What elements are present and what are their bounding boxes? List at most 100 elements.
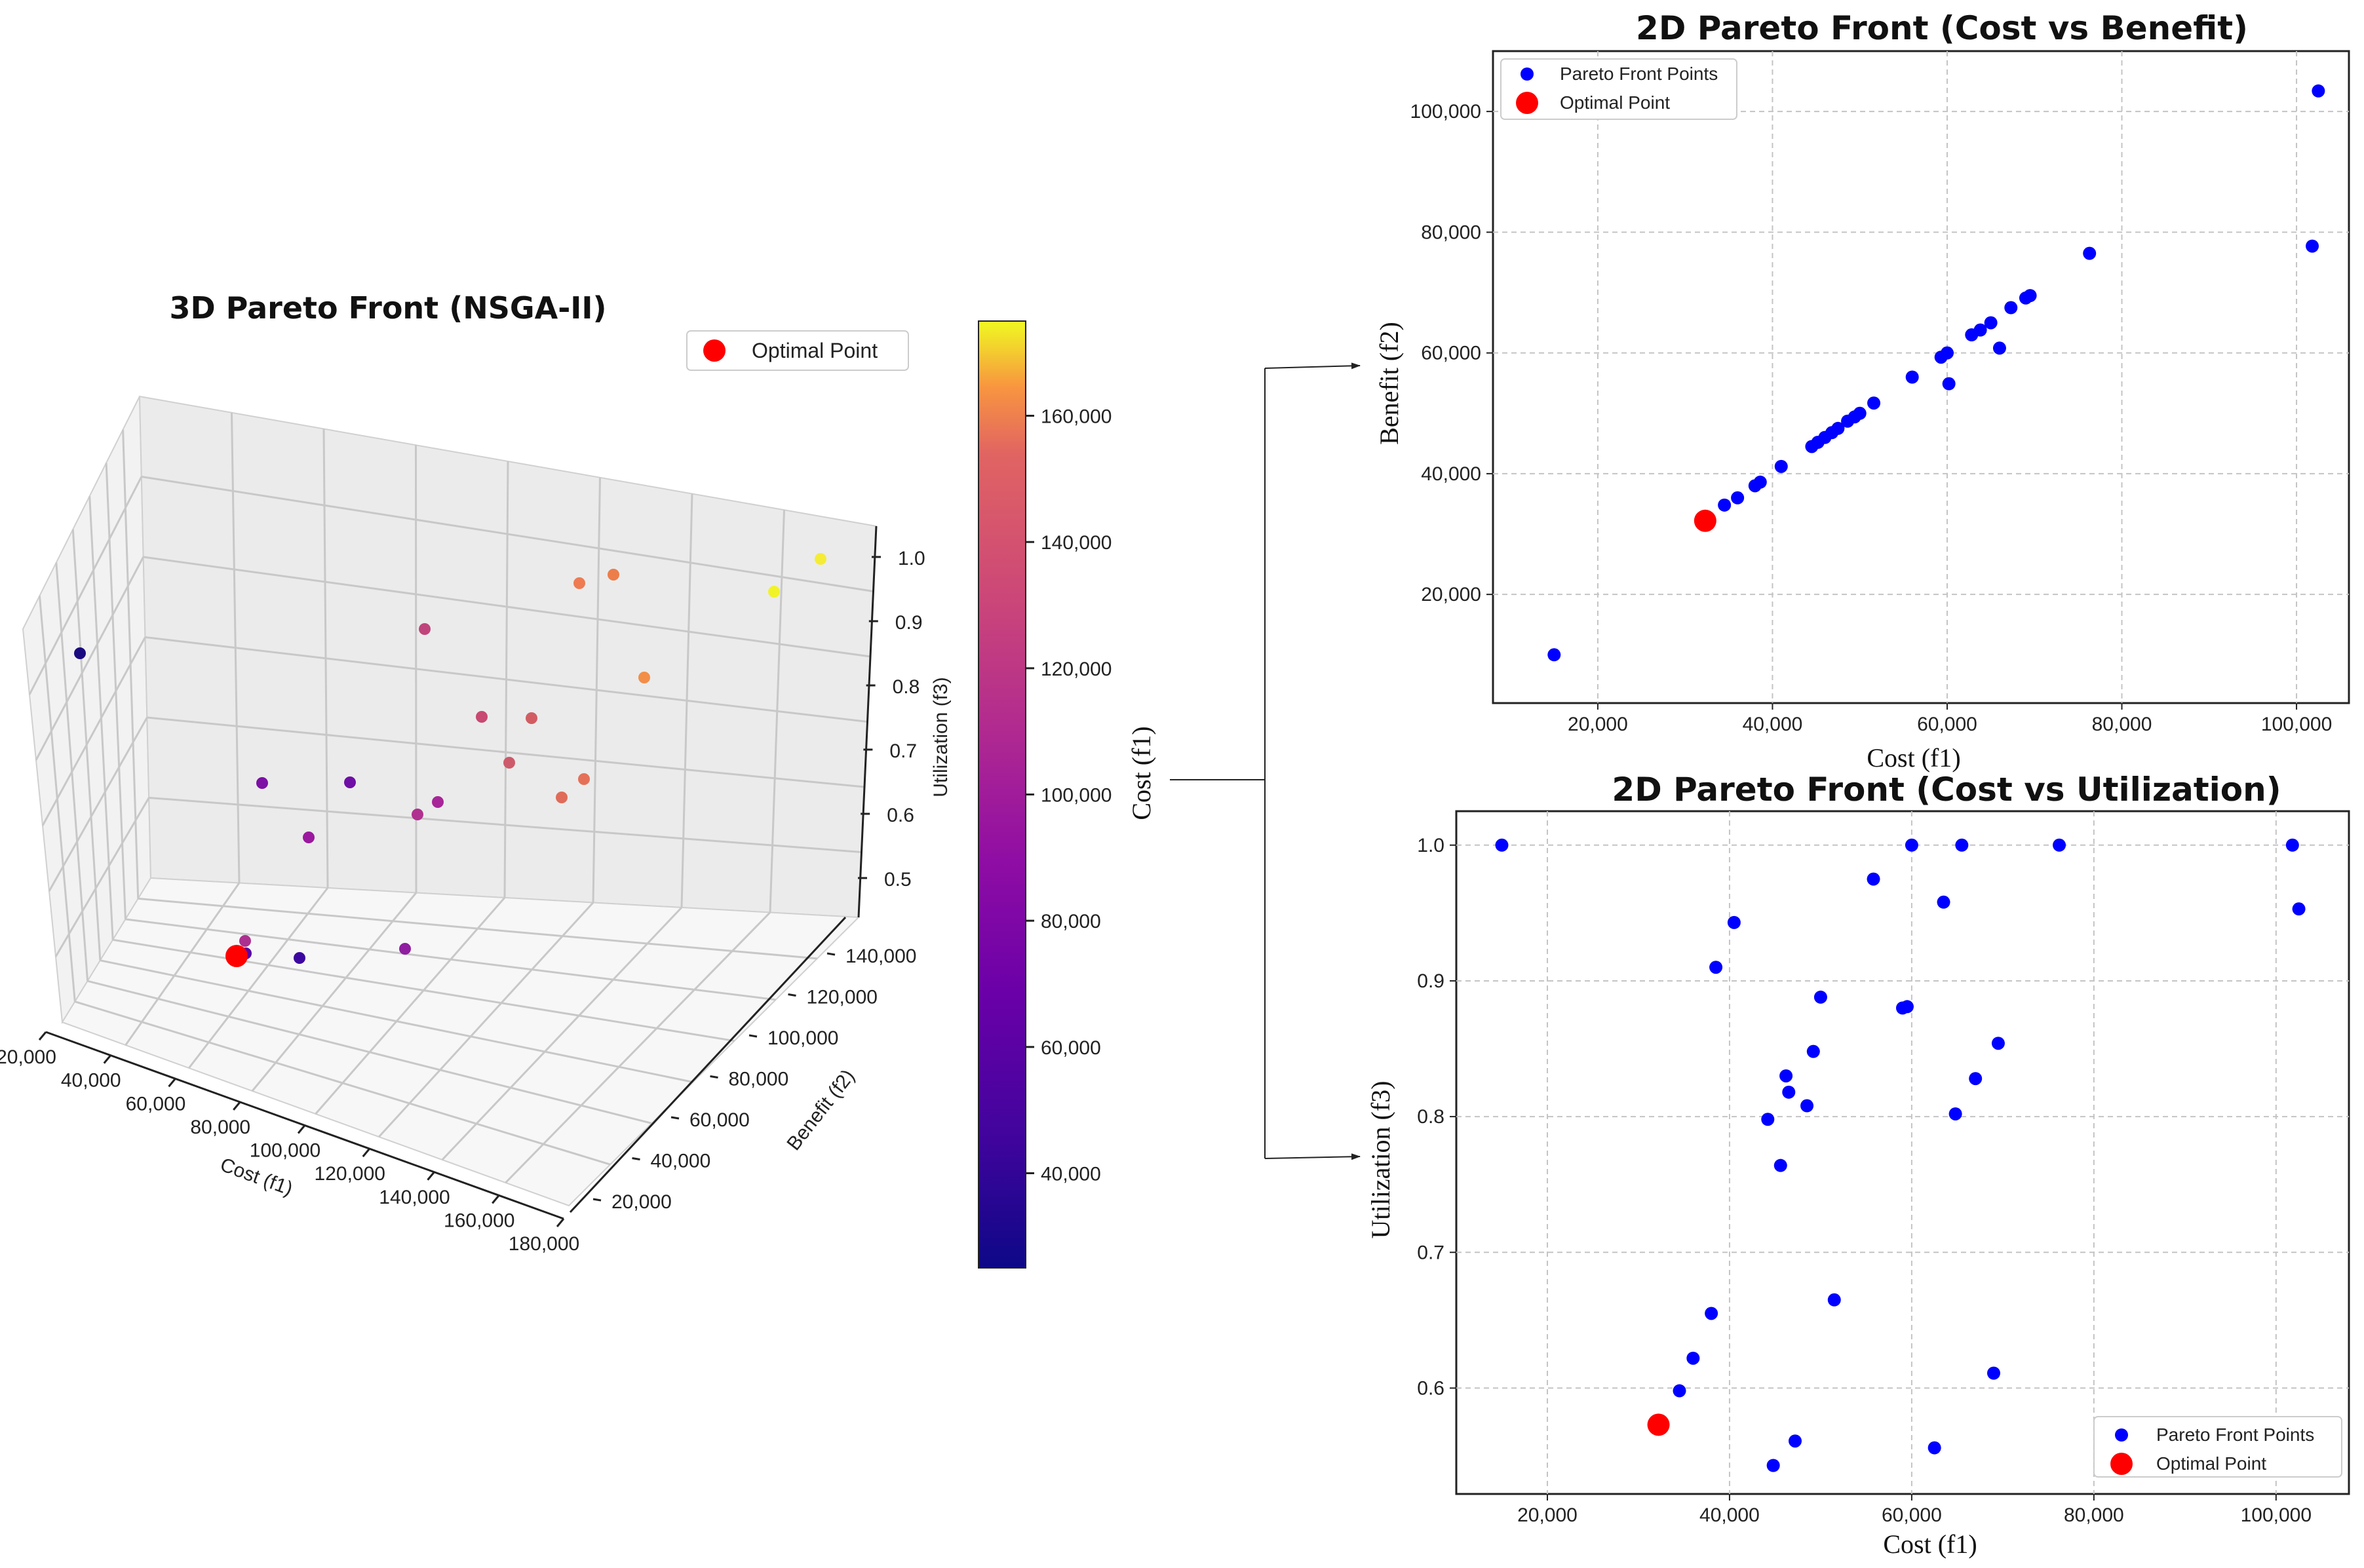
chart3d-point bbox=[74, 647, 86, 659]
connector-arrows bbox=[1170, 362, 1361, 1160]
chart3d-y-ticks: 20,000 40,000 60,000 80,000 100,000 120,000 14… bbox=[592, 946, 916, 1213]
chart3d-gridline bbox=[74, 1001, 611, 1166]
chart2b-pareto-point bbox=[1955, 838, 1969, 852]
chart2b-pareto-point bbox=[2053, 838, 2066, 852]
chart2a-title: 2D Pareto Front (Cost vs Benefit) bbox=[1636, 9, 2248, 47]
chart3d-gridline bbox=[505, 911, 771, 1184]
chart3d-gridline bbox=[100, 959, 693, 1083]
chart2b-pareto-point bbox=[2292, 902, 2306, 916]
chart2b-legend-marker-optimal bbox=[2110, 1453, 2133, 1475]
chart3d-gridlines bbox=[28, 412, 874, 1184]
chart3d-point bbox=[294, 952, 305, 964]
chart2b-pareto-point bbox=[1827, 1293, 1841, 1307]
chart3d-x-tick-label: 80,000 bbox=[190, 1117, 250, 1138]
colorbar: 40,000 60,000 80,000 100,000 120,000 140,000 1… bbox=[978, 320, 1156, 1269]
chart3d-point bbox=[573, 577, 585, 589]
chart3d-x-tick-label: 120,000 bbox=[315, 1163, 385, 1185]
chart3d-y-tick-mark bbox=[748, 1034, 758, 1038]
chart3d-gridline bbox=[315, 897, 506, 1115]
chart2a-pareto-point bbox=[2306, 239, 2319, 253]
chart3d-x-tick-mark bbox=[492, 1195, 500, 1204]
chart2a-pareto-point bbox=[2023, 289, 2037, 303]
chart2b-y-tick-label: 0.8 bbox=[1417, 1106, 1444, 1128]
chart3d-x-ticks: 20,00040,00060,00080,000100,000120,00014… bbox=[0, 1031, 579, 1255]
chart2b-y-tick-label: 0.9 bbox=[1417, 970, 1444, 992]
chart2b-pareto-point bbox=[1773, 1158, 1787, 1172]
chart3d-x-tick-label: 160,000 bbox=[444, 1210, 514, 1231]
chart2b-pareto-point bbox=[1800, 1099, 1814, 1113]
chart2a-x-tick-label: 80,000 bbox=[2092, 714, 2152, 735]
colorbar-tick-label: 100,000 bbox=[1041, 785, 1112, 807]
chart3d-gridline bbox=[125, 918, 776, 1001]
chart3d-point bbox=[256, 777, 268, 789]
chart3d-gridline bbox=[145, 636, 868, 723]
chart3d-y-tick-label: 40,000 bbox=[651, 1151, 711, 1172]
chart2a-y-tick-label: 20,000 bbox=[1421, 584, 1481, 605]
chart2b-pareto-point bbox=[1986, 1366, 2000, 1380]
chart2a-pareto-point bbox=[1973, 323, 1987, 337]
chart2a-x-tick-label: 60,000 bbox=[1917, 714, 1977, 735]
chart3d-x-tick-mark bbox=[556, 1218, 565, 1227]
chart3d-z-tick-label: 0.7 bbox=[889, 740, 917, 762]
chart3d-z-tick-label: 0.6 bbox=[887, 805, 914, 826]
chart3d-point bbox=[815, 553, 826, 565]
chart-2d-cost-vs-benefit: 2D Pareto Front (Cost vs Benefit) 20,000… bbox=[1374, 9, 2350, 773]
chart2b-pareto-point bbox=[1867, 872, 1880, 886]
chart3d-point bbox=[608, 569, 619, 581]
chart3d-gridline bbox=[125, 882, 241, 1046]
chart3d-point bbox=[419, 623, 431, 635]
chart3d-z-axis-label: Utilization (f3) bbox=[930, 677, 952, 797]
chart2b-x-tick-label: 100,000 bbox=[2241, 1504, 2312, 1526]
chart2b-pareto-point bbox=[1789, 1434, 1802, 1448]
chart2b-x-tick-label: 80,000 bbox=[2064, 1504, 2124, 1526]
chart2a-pareto-point bbox=[1718, 498, 1732, 512]
chart3d-gridline bbox=[35, 556, 144, 761]
chart2b-frame bbox=[1455, 810, 2350, 1495]
chart3d-x-tick-mark bbox=[168, 1078, 176, 1088]
chart2a-x-axis-label: Cost (f1) bbox=[1867, 743, 1960, 773]
chart3d-z-ticks: 0.5 0.6 0.7 0.8 0.9 1.0 bbox=[858, 548, 925, 890]
colorbar-tick-label: 120,000 bbox=[1041, 659, 1112, 680]
chart3d-point bbox=[768, 586, 780, 598]
chart3d-point bbox=[344, 776, 356, 788]
colorbar-gradient bbox=[978, 320, 1026, 1269]
chart2a-legend: Pareto Front Points Optimal Point bbox=[1500, 58, 1737, 120]
chart2b-title: 2D Pareto Front (Cost vs Utilization) bbox=[1612, 771, 2281, 809]
chart3d-point bbox=[303, 832, 315, 843]
chart3d-x-tick-label: 180,000 bbox=[509, 1233, 579, 1255]
chart2a-optimal-point bbox=[1694, 509, 1716, 532]
chart3d-x-tick-mark bbox=[233, 1101, 241, 1111]
chart3d-x-tick-label: 140,000 bbox=[379, 1187, 450, 1208]
chart2a-legend-marker-pareto bbox=[1521, 67, 1534, 81]
chart2b-pareto-point bbox=[1991, 1037, 2005, 1050]
chart2a-y-tick-label: 80,000 bbox=[1421, 221, 1481, 243]
chart2b-pareto-point bbox=[1709, 961, 1723, 974]
chart3d-point bbox=[239, 935, 251, 947]
chart2b-legend: Pareto Front Points Optimal Point bbox=[2093, 1416, 2342, 1478]
chart3d-point bbox=[476, 711, 488, 723]
chart2a-pareto-point bbox=[1942, 377, 1956, 391]
chart2b-pareto-point bbox=[1495, 838, 1509, 852]
chart3d-z-axis-line bbox=[857, 526, 878, 918]
chart2a-y-tick-label: 100,000 bbox=[1410, 101, 1481, 123]
chart-2d-cost-vs-utilization: 2D Pareto Front (Cost vs Utilization) 20… bbox=[1366, 771, 2350, 1559]
chart2b-pareto-point bbox=[1727, 915, 1741, 929]
chart3d-gridline bbox=[188, 887, 329, 1069]
chart2b-pareto-point bbox=[1928, 1441, 1941, 1455]
chart2b-y-tick-label: 0.7 bbox=[1417, 1242, 1444, 1263]
chart2a-y-axis-label: Benefit (f2) bbox=[1374, 322, 1404, 445]
chart3d-y-tick-mark bbox=[788, 993, 796, 997]
chart2a-pareto-point bbox=[2083, 246, 2097, 260]
chart3d-y-tick-mark bbox=[632, 1157, 640, 1160]
chart2b-x-tick-label: 40,000 bbox=[1699, 1504, 1760, 1526]
chart2a-y-tick-label: 40,000 bbox=[1421, 463, 1481, 485]
chart2a-frame bbox=[1492, 50, 2350, 704]
chart2b-pareto-point bbox=[1948, 1107, 1962, 1120]
chart3d-z-tick-label: 0.5 bbox=[884, 869, 912, 890]
chart2a-y-tick-label: 60,000 bbox=[1421, 343, 1481, 364]
chart3d-x-tick-mark bbox=[362, 1148, 370, 1158]
chart2b-optimal-point bbox=[1647, 1413, 1670, 1436]
chart3d-gridline bbox=[41, 636, 146, 826]
colorbar-ticks: 40,000 60,000 80,000 100,000 120,000 140,000 1… bbox=[1026, 406, 1112, 1185]
